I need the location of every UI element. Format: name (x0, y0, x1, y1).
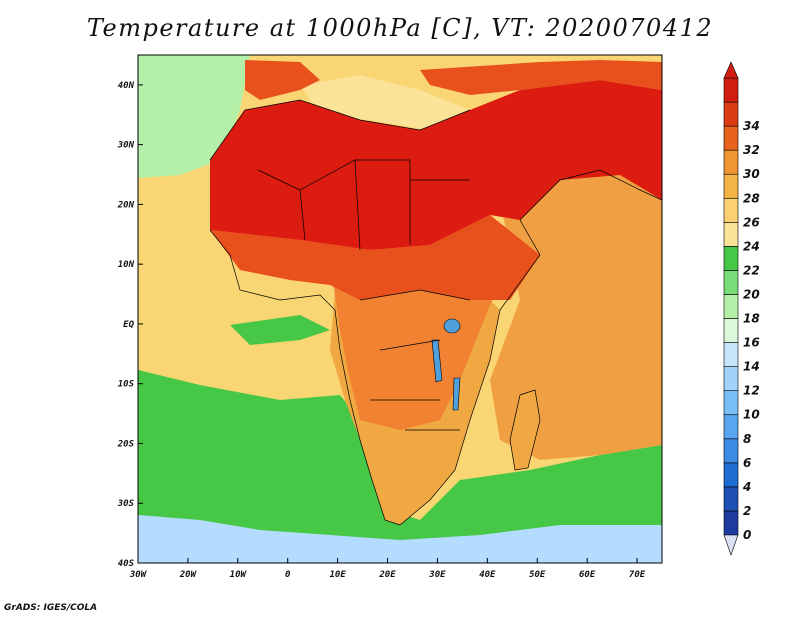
map-frame (137, 54, 663, 564)
colorbar-label: 2 (743, 504, 751, 518)
colorbar-label: 30 (743, 167, 760, 181)
colorbar-swatch (723, 438, 739, 464)
colorbar-label: 24 (743, 239, 760, 253)
land-iberia-anatolia (245, 60, 662, 100)
y-tick-label: 10S (118, 380, 135, 390)
y-axis-ticks: 40N 30N 20N 10N EQ 10S 20S 30S 40S (117, 81, 143, 569)
colorbar-swatch (723, 246, 739, 271)
x-tick-label: 30E (428, 570, 446, 580)
colorbar-label: 12 (743, 384, 760, 398)
x-tick-label: 30W (129, 570, 148, 580)
land-sahara-arabia (210, 80, 662, 250)
map-title: Temperature at 1000hPa [C], VT: 20200704… (86, 14, 714, 42)
lake-victoria (443, 318, 461, 334)
colorbar-label: 34 (743, 119, 760, 133)
y-tick-label: 20S (117, 439, 135, 449)
colorbar-over-arrow (723, 61, 739, 79)
x-tick-label: 20W (179, 570, 198, 580)
lake-tanganyika (431, 339, 443, 383)
map-plot-area (138, 55, 662, 563)
colorbar-swatch (723, 294, 739, 319)
x-tick-label: 20E (378, 570, 396, 580)
x-tick-label: 40E (479, 570, 496, 580)
colorbar-swatch (723, 101, 739, 127)
colorbar-label: 20 (743, 287, 760, 301)
lake-malawi (452, 377, 461, 411)
colorbar-swatch (723, 510, 739, 536)
colorbar-label: 32 (743, 143, 760, 157)
x-tick-label: 50E (529, 570, 546, 580)
colorbar-swatch (723, 486, 739, 512)
colorbar-label: 6 (743, 456, 751, 470)
colorbar-swatch (723, 197, 739, 223)
colorbar-swatch (723, 366, 739, 391)
land-sahel-east-africa (210, 215, 540, 300)
x-tick-label: 10W (230, 570, 248, 580)
y-tick-label: 40S (118, 559, 135, 569)
colorbar-label: 18 (743, 312, 760, 326)
colorbar-swatch (723, 173, 739, 199)
colorbar-swatch (723, 222, 739, 247)
y-tick-label: 10N (118, 260, 135, 270)
colorbar-label: 28 (743, 191, 760, 205)
colorbar-label: 22 (743, 263, 760, 277)
colorbar-label: 16 (743, 336, 760, 350)
colorbar-swatch (723, 318, 739, 343)
colorbar-swatch (723, 462, 739, 488)
colorbar-label: 14 (743, 360, 760, 374)
colorbar-swatch (723, 342, 739, 367)
x-axis-ticks: 30W 20W 10W 0 10E 20E 30E 40E 50E 60E 70E (129, 558, 646, 580)
colorbar-under-arrow (723, 534, 739, 556)
colorbar-swatch (723, 77, 739, 103)
y-tick-label: EQ (123, 320, 134, 330)
y-tick-label: 20N (117, 200, 135, 210)
y-tick-label: 40N (118, 81, 135, 91)
country-borders (209, 99, 662, 526)
colorbar-label: 8 (743, 432, 751, 446)
colorbar-swatch (723, 149, 739, 175)
colorbar-swatch (723, 125, 739, 151)
x-tick-label: 10E (329, 570, 346, 580)
colorbar-swatch (723, 390, 739, 416)
y-tick-label: 30N (117, 141, 135, 151)
colorbar-label: 26 (743, 215, 760, 229)
colorbar-label: 10 (743, 408, 760, 422)
credit-text: GrADS: IGES/COLA (4, 603, 98, 613)
x-tick-label: 0 (285, 570, 291, 580)
y-tick-label: 30S (117, 499, 135, 509)
colorbar-swatch (723, 270, 739, 295)
x-tick-label: 60E (579, 570, 596, 580)
ocean-south-atlantic (138, 370, 662, 563)
x-tick-label: 70E (629, 570, 646, 580)
colorbar-label: 0 (743, 528, 751, 542)
colorbar-swatch (723, 414, 739, 440)
ocean-gulf-guinea-patch (230, 315, 330, 345)
ocean-southern (138, 515, 662, 563)
colorbar-label: 4 (742, 480, 751, 494)
